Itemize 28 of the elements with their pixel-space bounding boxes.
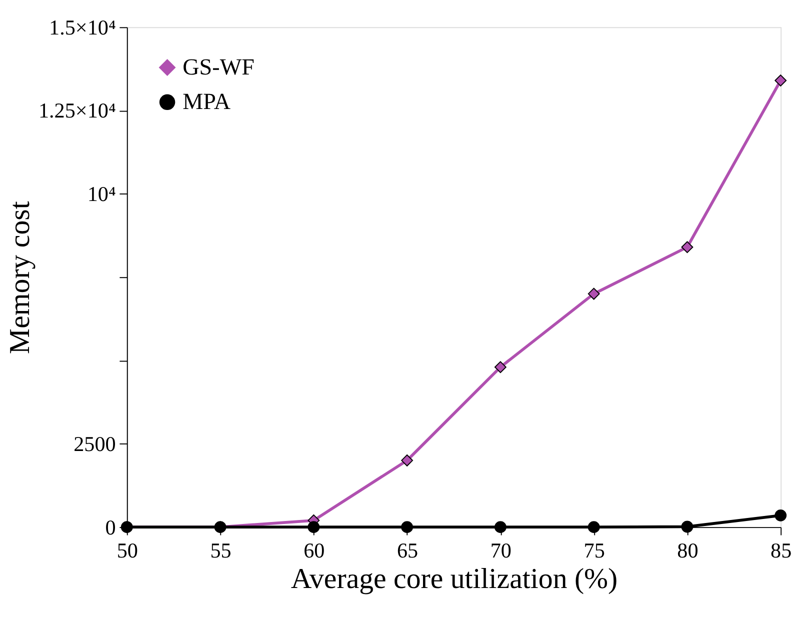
y-tick-label: 1.5×10⁴ <box>49 15 116 40</box>
x-tick-label: 50 <box>116 538 138 562</box>
point <box>588 288 600 300</box>
x-tick-label: 65 <box>396 538 418 562</box>
x-tick-label: 80 <box>677 538 698 562</box>
point <box>681 520 694 533</box>
point <box>588 521 600 534</box>
x-tick-label: 55 <box>210 538 232 562</box>
y-tick-label: 2500 <box>74 432 116 456</box>
y-tick-label: 10⁴ <box>87 182 116 206</box>
x-axis-title: Average core utilization (%) <box>290 563 618 596</box>
point <box>681 241 694 254</box>
point <box>494 361 506 374</box>
legend-label: MPA <box>182 88 231 114</box>
point <box>401 521 414 534</box>
y-tick-label: 1.25×10⁴ <box>38 98 116 123</box>
point <box>401 454 414 466</box>
x-tick-label: 60 <box>304 538 325 562</box>
x-tick-label: 70 <box>490 538 512 562</box>
x-tick-label: 85 <box>770 538 792 562</box>
point <box>308 521 320 534</box>
y-axis-title: Memory cost <box>4 201 36 354</box>
point <box>494 521 506 534</box>
point <box>774 509 787 522</box>
point <box>774 74 787 86</box>
x-tick-label: 75 <box>584 538 605 562</box>
y-tick-label: 0 <box>105 515 116 540</box>
legend-label: GS-WF <box>182 53 254 80</box>
